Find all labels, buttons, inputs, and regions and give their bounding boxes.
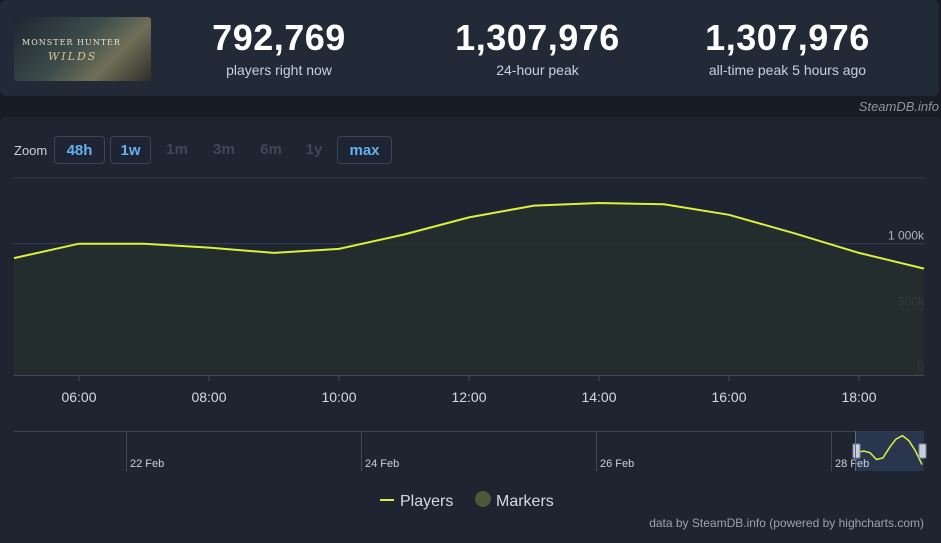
x-axis-tick-label: 08:00: [191, 389, 226, 405]
navigator-selection: [855, 431, 924, 471]
stat-all-time-peak-value: 1,307,976: [705, 17, 870, 58]
x-axis-tick-label: 06:00: [61, 389, 96, 405]
x-axis-tick-label: 12:00: [451, 389, 486, 405]
x-axis-tick-label: 10:00: [321, 389, 356, 405]
legend-markers-symbol: [475, 491, 491, 507]
stat-all-time-peak-label: all-time peak 5 hours ago: [708, 62, 867, 78]
navigator-date-label: 22 Feb: [130, 458, 164, 470]
players-area: [14, 203, 924, 375]
zoom-label: Zoom: [14, 143, 48, 158]
stat-players-now-label: players right now: [226, 62, 332, 78]
zoom-1w-button[interactable]: 1w: [110, 136, 151, 164]
stat-24h-peak-value: 1,307,976: [455, 17, 620, 58]
navigator-date-label: 28 Feb: [835, 458, 869, 470]
y-axis-tick-label: 1 000k: [888, 229, 925, 243]
x-axis-tick-label: 18:00: [841, 389, 876, 405]
legend-markers-label: Markers: [496, 493, 554, 510]
stat-24h-peak-label: 24-hour peak: [496, 62, 579, 78]
navigator-handle: [852, 443, 861, 459]
players-series-line: [13, 201, 925, 270]
stats-bar: MONSTER HUNTER WILDS 792,769 players rig…: [0, 0, 939, 96]
stat-24h-peak: 1,307,976 24-hour peak: [440, 17, 635, 78]
game-logo-title: MONSTER HUNTER: [22, 38, 121, 47]
zoom-48h-button[interactable]: 48h: [54, 136, 105, 164]
navigator-date-label: 24 Feb: [365, 458, 399, 470]
legend-players-label: Players: [400, 493, 453, 510]
zoom-max-button[interactable]: max: [337, 136, 392, 164]
highcharts-credit[interactable]: data by SteamDB.info (powered by highcha…: [649, 516, 924, 530]
steamdb-credit[interactable]: SteamDB.info: [858, 99, 939, 114]
zoom-1y-button[interactable]: 1y: [305, 141, 323, 158]
stat-players-now-value: 792,769: [212, 17, 346, 58]
game-logo[interactable]: MONSTER HUNTER WILDS: [14, 17, 151, 81]
zoom-3m-button[interactable]: 3m: [213, 141, 235, 158]
navigator-date-label: 26 Feb: [600, 458, 634, 470]
stat-all-time-peak: 1,307,976 all-time peak 5 hours ago: [690, 17, 885, 78]
navigator-handle: [918, 443, 927, 459]
x-axis-tick-label: 14:00: [581, 389, 616, 405]
zoom-1m-button[interactable]: 1m: [166, 141, 188, 158]
zoom-6m-button[interactable]: 6m: [260, 141, 282, 158]
stat-players-now: 792,769 players right now: [200, 17, 358, 78]
x-axis-tick-label: 16:00: [711, 389, 746, 405]
game-logo-subtitle: WILDS: [48, 50, 98, 63]
navigator-series-line: [856, 434, 923, 465]
